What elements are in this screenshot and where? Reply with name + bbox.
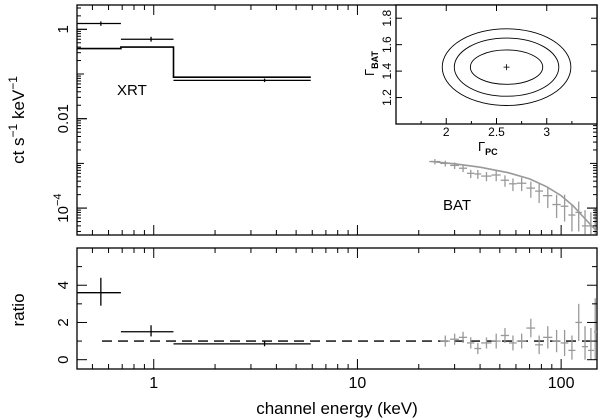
bat-point-3 [458, 165, 467, 173]
ratio-y-tick-label-1: 2 [55, 318, 72, 326]
ratio-bat-point-1 [450, 333, 459, 345]
spectrum-y-axis-label: ct s−1 keV−1 [6, 76, 28, 164]
spectrum-y-tick-exp-2: −4 [52, 193, 64, 206]
bat-point-12 [535, 183, 544, 203]
ratio-frame [76, 247, 598, 370]
ratio-bat-point-9 [516, 333, 527, 349]
ratio-xrt-point-2 [173, 341, 311, 347]
xrt-label: XRT [117, 82, 147, 99]
inset-xlabel-gamma: Γ [478, 139, 485, 154]
x-tick-label-2: 100 [548, 375, 575, 392]
bat-point-15 [560, 194, 569, 222]
ratio-y-tick-label-0: 0 [55, 356, 72, 364]
spectrum-y-tick-label-2: 10−4 [52, 193, 72, 222]
ratio-bat-point-6 [491, 333, 501, 349]
inset-x-tick-label-2: 3 [543, 125, 550, 139]
inset-ticks-layer: 2 2.5 3 1.2 1.4 1.6 1.8 [380, 5, 597, 139]
ratio-bat-point-11 [535, 335, 544, 355]
ratio-bat-point-8 [509, 335, 517, 351]
ratio-panel: 0 2 4 1 10 100 ratio channel energy (keV) [9, 247, 598, 418]
ratio-bat-point-10 [526, 318, 536, 338]
spectrum-points-layer [77, 21, 597, 235]
ylabel-exp1: −1 [6, 123, 20, 137]
ratio-bat-point-14 [560, 329, 569, 356]
inset-ylabel-sub: BAT [370, 50, 380, 68]
ratio-y-tick-label-2: 4 [55, 281, 72, 289]
inset-y-tick-label-3: 1.8 [380, 10, 394, 27]
bat-point-14 [552, 194, 561, 219]
ylabel-base: ct s [9, 137, 28, 163]
ratio-xrt-point-0 [77, 277, 121, 306]
bat-point-11 [526, 181, 536, 198]
ratio-y-axis-label: ratio [9, 293, 28, 326]
ratio-bat-point-17 [581, 326, 589, 360]
bat-point-10 [516, 177, 527, 192]
inset-xlabel-sub: PC [485, 147, 498, 157]
inset-ylabel-gamma: Γ [362, 69, 377, 76]
xrt-point-0 [77, 21, 121, 26]
bat-label: BAT [443, 197, 471, 214]
ratio-bat-point-15 [568, 335, 576, 360]
bat-point-6 [481, 172, 492, 182]
bat-point-13 [543, 188, 553, 209]
ratio-ticks-layer: 0 2 4 1 10 100 [55, 248, 597, 392]
ratio-bat-point-18 [588, 328, 595, 360]
ratio-bat-point-16 [575, 303, 582, 342]
ratio-bat-point-5 [481, 337, 492, 349]
xrt-point-1 [120, 36, 174, 42]
inset-background [396, 5, 597, 124]
ratio-xrt-point-1 [120, 325, 174, 337]
bat-point-17 [575, 201, 582, 232]
bat-point-9 [509, 178, 517, 192]
inset-y-tick-label-0: 1.2 [380, 89, 394, 106]
bat-point-8 [500, 175, 510, 187]
x-tick-label-0: 1 [149, 375, 158, 392]
inset-x-tick-label-1: 2.5 [488, 125, 505, 139]
contour-level-2 [441, 28, 572, 106]
ratio-bat-point-0 [440, 335, 451, 347]
bat-point-18 [581, 210, 589, 235]
ratio-bat-point-13 [552, 329, 561, 353]
ratio-bat-point-4 [474, 342, 482, 355]
bat-point-16 [568, 204, 576, 232]
bat-point-0 [429, 159, 441, 165]
ratio-points-layer [77, 277, 597, 360]
xrt-point-2 [173, 78, 311, 83]
contour-level-1 [453, 37, 560, 97]
ratio-bat-point-2 [458, 331, 467, 343]
ratio-bat-point-3 [466, 337, 475, 349]
contour-level-0 [469, 49, 544, 85]
ratio-bat-point-12 [543, 326, 553, 349]
xrt-model-line [77, 46, 311, 78]
bat-point-1 [440, 160, 451, 167]
contour-layer [441, 28, 572, 106]
x-axis-label: channel energy (keV) [256, 399, 418, 418]
spectrum-y-tick-label-1: 0.01 [55, 104, 72, 133]
inset-y-tick-label-1: 1.4 [380, 62, 394, 79]
inset-x-tick-label-0: 2 [443, 125, 450, 139]
spectrum-y-tick-label-0: 1 [55, 25, 72, 33]
inset-y-axis-label: ΓBAT [362, 50, 380, 76]
ratio-bat-point-7 [500, 328, 510, 343]
inset-x-axis-label: ΓPC [478, 139, 498, 157]
inset-y-tick-label-2: 1.6 [380, 36, 394, 53]
bat-point-5 [474, 170, 482, 179]
bat-point-2 [450, 162, 459, 169]
ylabel-mid: keV [9, 89, 28, 124]
contour-inset: 2 2.5 31.21.41.61.8 ΓPC ΓBAT [362, 4, 598, 157]
bat-point-4 [466, 169, 475, 179]
ylabel-exp2: −1 [6, 76, 20, 90]
x-tick-label-1: 10 [349, 375, 367, 392]
ratio-bat-point-19 [594, 298, 597, 360]
bat-point-7 [491, 170, 501, 182]
